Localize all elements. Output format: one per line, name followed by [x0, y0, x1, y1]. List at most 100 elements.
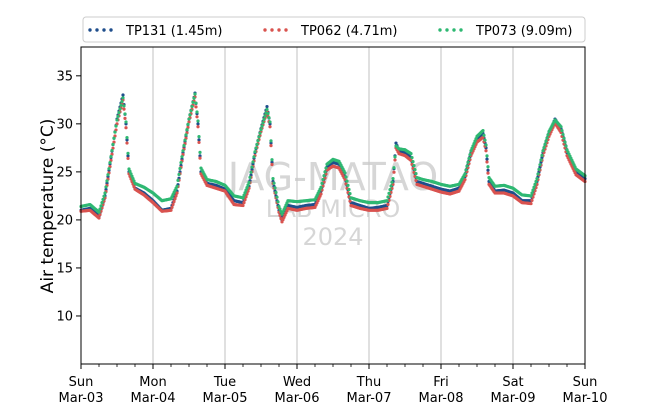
y-axis-label: Air temperature (°C) — [38, 119, 58, 294]
data-point — [104, 185, 108, 189]
data-point — [125, 141, 129, 145]
data-point — [467, 156, 471, 161]
data-point — [471, 144, 475, 148]
data-point — [529, 201, 533, 206]
data-point — [389, 184, 393, 188]
data-point — [102, 194, 106, 198]
data-point — [530, 198, 534, 202]
data-point — [124, 126, 128, 130]
data-point — [265, 104, 269, 109]
data-point — [182, 143, 186, 148]
data-point — [186, 122, 190, 126]
data-point — [530, 191, 534, 195]
data-point — [193, 92, 197, 96]
data-point — [181, 149, 185, 153]
data-point — [485, 157, 489, 161]
data-point — [413, 168, 417, 172]
data-point — [190, 104, 194, 109]
data-point — [194, 101, 198, 105]
data-point — [481, 128, 485, 133]
data-point — [414, 172, 418, 176]
data-point — [470, 146, 474, 150]
data-point — [276, 200, 280, 204]
data-point — [109, 154, 113, 159]
data-point — [559, 125, 563, 129]
data-point — [113, 130, 117, 134]
data-point — [265, 107, 269, 112]
x-tick-date: Mar-09 — [491, 391, 536, 406]
data-point — [171, 202, 175, 207]
data-point — [348, 192, 352, 196]
x-tick-day: Thu — [356, 375, 381, 390]
data-point — [122, 104, 126, 108]
data-point — [98, 207, 102, 211]
x-tick-day: Fri — [433, 375, 449, 390]
data-point — [100, 201, 104, 205]
data-point — [412, 164, 416, 168]
data-point — [105, 181, 109, 185]
data-point — [176, 178, 180, 182]
data-point — [251, 160, 255, 164]
data-point — [173, 197, 177, 201]
data-point — [112, 136, 116, 140]
data-point — [486, 165, 490, 169]
data-point — [254, 146, 258, 150]
data-point — [394, 141, 398, 145]
data-point — [131, 177, 135, 181]
data-point — [98, 213, 102, 217]
data-point — [242, 201, 246, 205]
legend-marker — [109, 28, 113, 32]
data-point — [197, 138, 201, 142]
data-point — [560, 128, 564, 133]
data-point — [323, 170, 327, 174]
data-point — [122, 107, 126, 111]
data-point — [411, 160, 415, 164]
data-point — [258, 131, 262, 135]
legend-entry-1: TP131 (1.45m) — [88, 24, 222, 39]
data-point — [463, 172, 467, 176]
data-point — [126, 154, 130, 158]
data-point — [242, 193, 246, 197]
data-point — [121, 93, 125, 97]
data-point — [252, 155, 256, 159]
data-point — [545, 136, 549, 140]
x-tick-date: Mar-05 — [203, 391, 248, 406]
data-point — [170, 205, 174, 210]
data-point — [535, 177, 539, 181]
data-point — [531, 188, 535, 192]
data-point — [123, 116, 127, 121]
data-point — [192, 96, 196, 100]
data-point — [241, 196, 245, 200]
data-point — [248, 175, 252, 179]
data-point — [538, 163, 542, 167]
data-point — [169, 208, 173, 212]
data-point — [483, 138, 487, 142]
legend-label: TP131 (1.45m) — [125, 24, 222, 39]
data-point — [537, 167, 541, 171]
data-point — [385, 199, 389, 203]
data-point — [185, 128, 189, 132]
data-point — [533, 182, 537, 186]
data-point — [97, 210, 101, 214]
data-point — [130, 174, 134, 178]
data-point — [172, 200, 176, 204]
legend-entry-3: TP073 (9.09m) — [438, 24, 572, 39]
data-point — [132, 179, 136, 183]
data-point — [115, 118, 119, 122]
data-point — [388, 188, 392, 192]
data-point — [121, 96, 125, 100]
data-point — [198, 154, 202, 158]
data-point — [562, 136, 566, 140]
data-point — [410, 156, 414, 160]
data-point — [544, 139, 548, 143]
data-point — [128, 169, 132, 173]
data-point — [175, 191, 179, 195]
data-point — [124, 120, 128, 124]
data-point — [197, 135, 201, 139]
data-point — [263, 114, 267, 118]
data-point — [270, 162, 274, 167]
data-point — [243, 198, 247, 202]
legend-marker — [438, 28, 442, 32]
data-point — [486, 171, 490, 175]
data-point — [484, 143, 488, 147]
